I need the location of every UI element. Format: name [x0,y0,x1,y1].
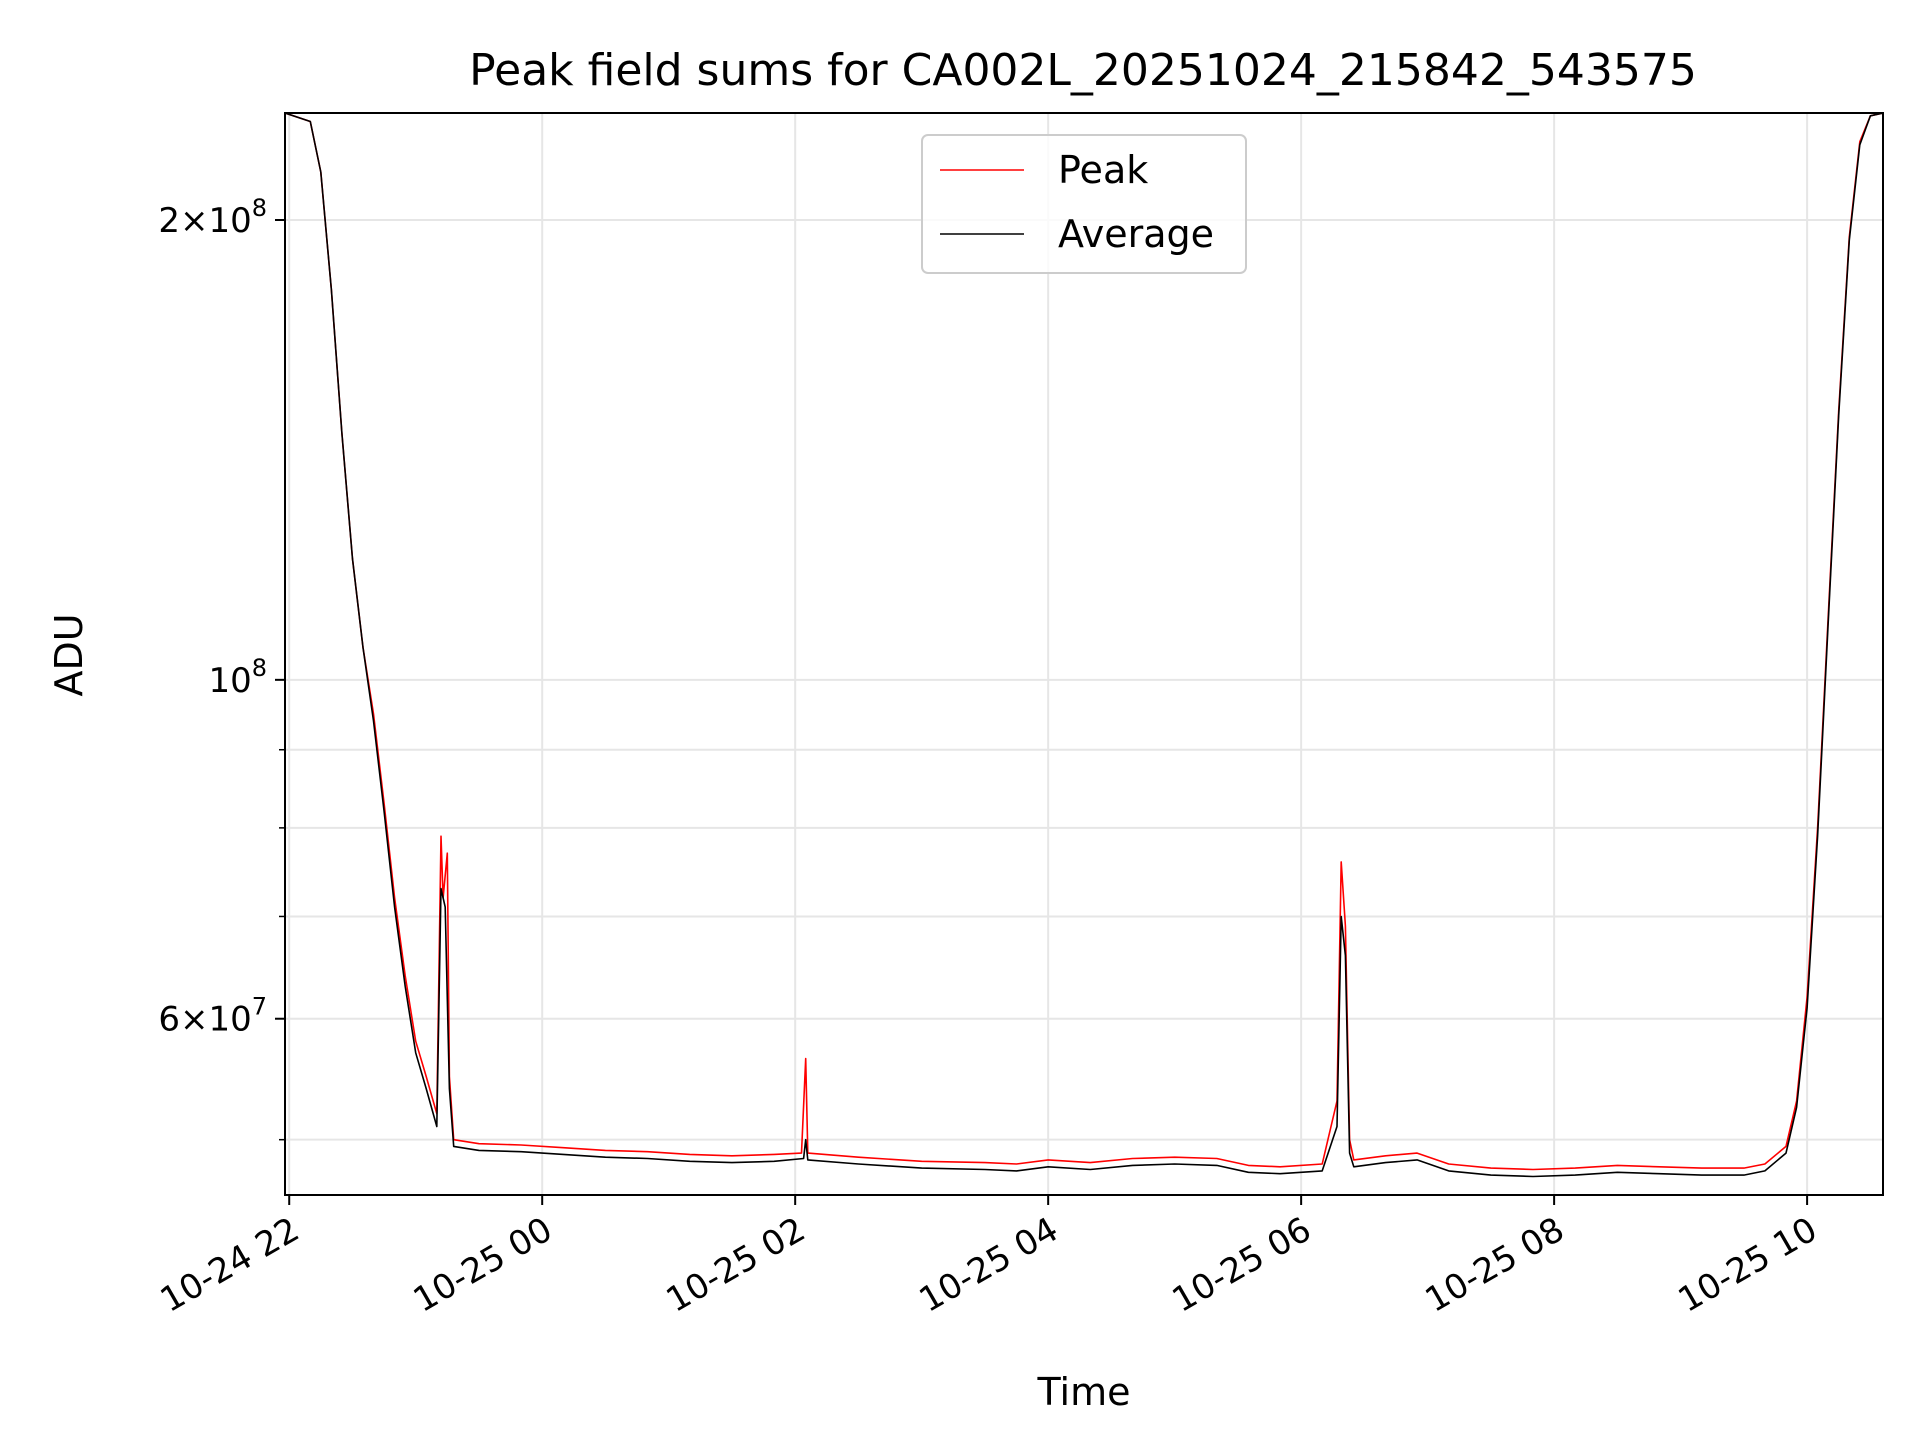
chart-title: Peak field sums for CA002L_20251024_2158… [469,45,1697,96]
series-lines [285,113,1883,1178]
y-tick-times: × [180,1000,209,1040]
grid [285,113,1883,1195]
y-tick-base: 10 [208,661,251,701]
y-tick-base: 10 [208,1000,251,1040]
y-tick-label: 108 [208,654,267,701]
legend: Peak Average [921,134,1247,274]
y-tick-label: 6×107 [158,993,267,1040]
legend-label-average: Average [1058,212,1214,256]
y-tick-exponent: 8 [252,654,267,682]
legend-label-peak: Peak [1058,148,1148,192]
y-tick-base: 10 [208,201,251,241]
series-line-average [285,113,1883,1178]
y-tick-label: 2×108 [158,194,267,241]
y-tick-times: × [180,201,209,241]
y-tick-exponent: 7 [252,993,267,1021]
x-axis-label: Time [1037,1370,1131,1414]
y-tick-mantissa: 6 [158,1000,180,1040]
series-line-peak [285,113,1883,1171]
plot-area-frame [284,112,1884,1196]
y-tick-exponent: 8 [252,194,267,222]
y-tick-mantissa: 2 [158,201,180,241]
y-axis-label: ADU [47,613,91,696]
